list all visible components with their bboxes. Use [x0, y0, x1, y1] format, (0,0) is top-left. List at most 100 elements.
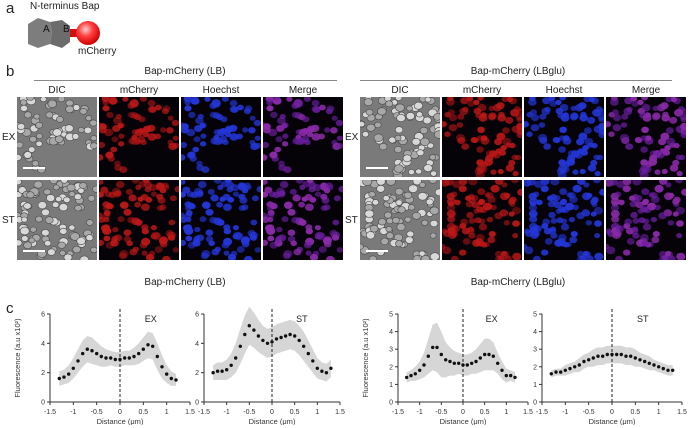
- data-point: [478, 356, 482, 360]
- y-tick-label: 4: [41, 341, 45, 348]
- micrograph-merge-ex-lbglu: [606, 97, 686, 177]
- x-tick-label: -1.5: [198, 409, 210, 416]
- data-point: [591, 356, 595, 360]
- data-point: [666, 368, 670, 372]
- data-point: [81, 351, 85, 356]
- x-tick-label: 0.5: [290, 409, 300, 416]
- panel-c-group-lbglu-title: Bap-mCherry (LBglu): [470, 277, 566, 288]
- data-point: [324, 371, 329, 375]
- y-axis-label: Fluorescence (a.u x10²): [13, 318, 22, 398]
- x-tick-label: -1.5: [44, 409, 56, 416]
- data-point: [461, 363, 465, 367]
- panel-c-letter: c: [6, 300, 14, 317]
- data-point: [174, 378, 178, 382]
- data-point: [601, 354, 605, 358]
- data-point: [448, 359, 452, 364]
- y-tick-label: 4: [533, 329, 537, 336]
- data-point: [297, 338, 301, 343]
- x-tick-label: -0.5: [243, 409, 255, 416]
- x-axis-label: Distance (μm): [97, 417, 144, 425]
- data-point: [573, 365, 577, 369]
- data-point: [431, 345, 435, 350]
- micrograph-hoechst-ex-lbglu: [524, 97, 604, 177]
- data-point: [123, 356, 127, 360]
- data-point: [67, 372, 71, 376]
- data-point: [57, 376, 61, 381]
- panel-b-group-lb-underline: [34, 80, 337, 81]
- micrograph-dic-st-lb: [17, 180, 97, 260]
- x-tick-label: 0.5: [138, 409, 148, 416]
- col-header-dic-lbglu: DIC: [391, 85, 409, 96]
- x-tick-label: 0: [270, 409, 274, 416]
- y-tick-label: 5: [389, 312, 393, 319]
- profile-plot-lbglu-st: -1.5 -1 -0.5 0 0.5 1 1.5 0 1 2 3 4 5 ST Distance (μm): [533, 308, 687, 425]
- x-tick-label: -1: [224, 409, 230, 416]
- plot-title: ST: [296, 314, 308, 324]
- profile-plot-lb-st: -1.5 -1 -0.5 0 0.5 1 1.5 0 2 4 6 ST Distance (μm): [195, 306, 345, 425]
- data-point: [563, 368, 567, 372]
- data-point: [439, 352, 443, 357]
- data-point: [104, 356, 108, 360]
- y-tick-label: 2: [195, 370, 199, 377]
- x-tick-label: 1: [165, 409, 169, 416]
- data-point: [252, 328, 256, 332]
- data-point: [256, 334, 261, 338]
- micrograph-hoechst-ex-lb: [181, 97, 261, 177]
- domain-b-label: B: [63, 24, 70, 35]
- data-point: [647, 361, 651, 365]
- plot-title: EX: [486, 314, 498, 324]
- data-point: [422, 363, 426, 367]
- data-point: [671, 368, 675, 372]
- data-point: [568, 366, 572, 371]
- data-point: [293, 334, 297, 338]
- y-tick-label: 2: [41, 370, 45, 377]
- y-tick-label: 2: [533, 364, 537, 371]
- profile-plot-lbglu-ex: -1.5 -1 -0.5 0 0.5 1 1.5 0 1 2 3 4 5 EX Distance (μm) F…: [361, 308, 533, 425]
- x-tick-label: 0.5: [480, 409, 490, 416]
- x-tick-label: 1: [657, 409, 661, 416]
- x-tick-label: 1.5: [677, 409, 687, 416]
- micrograph-mcherry-st-lb: [99, 180, 179, 260]
- data-point: [549, 372, 553, 376]
- data-point: [99, 354, 104, 359]
- data-point: [95, 351, 99, 356]
- data-point: [137, 351, 141, 356]
- micrograph-merge-ex-lb: [263, 97, 343, 177]
- y-tick-label: 1: [389, 382, 393, 389]
- data-point: [220, 369, 224, 373]
- micrograph-dic-ex-lbglu: [360, 97, 440, 177]
- x-tick-label: 1: [315, 409, 319, 416]
- micrograph-dic-st-lbglu: [360, 180, 440, 260]
- x-tick-label: 1.5: [523, 409, 533, 416]
- x-tick-label: 1.5: [185, 409, 195, 416]
- data-point: [320, 369, 324, 373]
- data-point: [661, 366, 665, 371]
- x-axis-label: Distance (μm): [249, 417, 296, 425]
- data-point: [118, 357, 122, 362]
- micrograph-dic-ex-lb: [17, 97, 97, 177]
- y-tick-label: 6: [195, 312, 199, 319]
- data-point: [457, 361, 461, 365]
- data-point: [211, 371, 215, 375]
- col-header-mcherry-lbglu: mCherry: [462, 85, 502, 96]
- data-point: [624, 354, 628, 358]
- data-point: [577, 363, 581, 367]
- data-point: [151, 344, 155, 348]
- data-point: [160, 365, 164, 369]
- y-tick-label: 4: [389, 329, 393, 336]
- data-point: [141, 347, 145, 351]
- bap-schematic: [28, 18, 100, 48]
- data-point: [587, 358, 591, 362]
- data-point: [109, 356, 113, 360]
- data-point: [509, 373, 513, 378]
- domain-b-shape: [50, 20, 70, 48]
- y-axis-label: Fluorescence (a.u x10²): [361, 318, 370, 398]
- data-point: [155, 354, 159, 359]
- panel-a-title: N-terminus Bap: [30, 1, 100, 12]
- col-header-hoechst-lbglu: Hoechst: [545, 85, 583, 96]
- data-point: [474, 359, 478, 364]
- data-point: [483, 352, 487, 357]
- data-point: [302, 344, 306, 348]
- micrograph-mcherry-ex-lb: [99, 97, 179, 177]
- row-label-ex-lbglu: EX: [345, 132, 359, 143]
